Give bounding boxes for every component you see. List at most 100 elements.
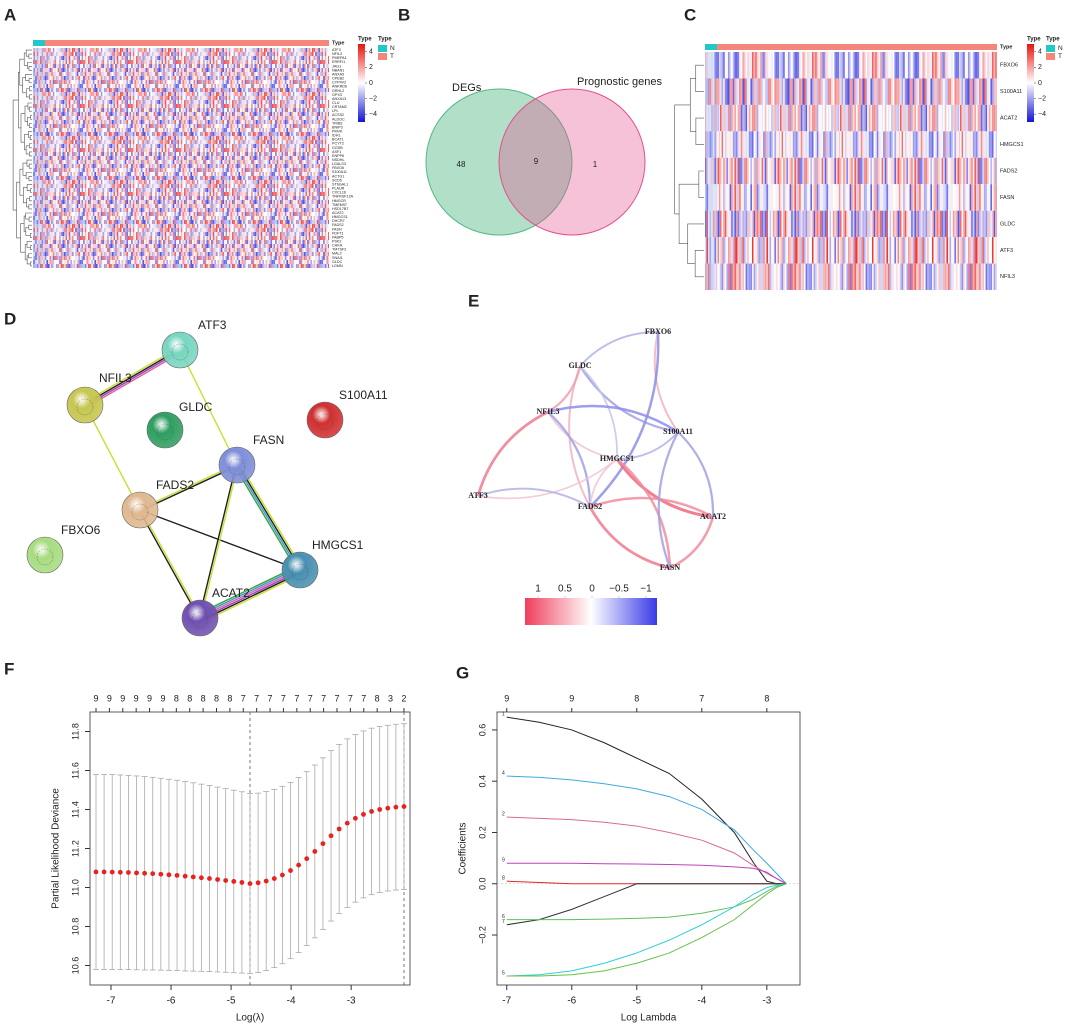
point — [288, 868, 293, 873]
top-tick-label: 7 — [281, 693, 286, 703]
gene-label: ALDOC — [332, 117, 345, 121]
gene-label: GLDC — [1000, 221, 1015, 227]
annotation-label: Type — [1000, 44, 1012, 50]
panel-label: F — [4, 659, 14, 678]
x-tick-label: -3 — [347, 996, 356, 1007]
x-tick-label: -7 — [502, 996, 511, 1007]
gene-label: NFIL3 — [332, 52, 342, 56]
dendrogram-branch — [28, 131, 32, 138]
y-tick-label: 0.4 — [477, 775, 487, 788]
y-tick-label: 10.6 — [70, 957, 80, 975]
coefficient-path — [506, 716, 787, 885]
series-label: 8 — [502, 876, 505, 882]
dendrogram-branch — [689, 78, 696, 132]
point — [312, 849, 318, 854]
colorbar-tick-label: −1 — [640, 584, 652, 595]
network-edge — [200, 465, 239, 619]
network-edge — [179, 349, 238, 466]
gene-label: FASN — [332, 227, 342, 231]
correlation-edge — [616, 431, 679, 460]
venn-count: 1 — [593, 160, 598, 169]
dendrogram-branch — [29, 94, 32, 100]
network-edge — [84, 348, 180, 405]
correlation-edge — [579, 365, 618, 460]
dendrogram-branch — [26, 241, 32, 248]
dendrogram-branch — [25, 212, 32, 220]
coefficient-path — [506, 883, 787, 921]
correlation-edge — [547, 411, 592, 508]
gene-label: HSD17B7 — [332, 207, 348, 211]
dendrogram-branch — [30, 188, 32, 193]
node-label: S100A11 — [663, 427, 693, 436]
protein-node — [121, 491, 159, 529]
dendrogram-branch — [26, 159, 32, 167]
dendrogram-branch — [27, 102, 32, 110]
node-label: GLDC — [179, 400, 213, 414]
gene-label: ACSS2 — [332, 113, 344, 117]
heatmap-body — [33, 48, 329, 268]
point — [150, 871, 156, 877]
x-axis-label: Log Lambda — [621, 1013, 677, 1024]
gene-label: GLDC — [332, 260, 343, 264]
dendrogram-branch — [695, 64, 704, 92]
gene-label: ST6GAL1 — [332, 182, 348, 186]
annotation-n — [705, 44, 717, 50]
gene-label: FADS2 — [332, 223, 344, 227]
dendrogram-branch — [27, 61, 32, 69]
node-label: NFIL3 — [99, 371, 132, 385]
legend-label: N — [1058, 45, 1063, 52]
colorbar-tick-label: 4 — [1038, 49, 1042, 56]
gene-label: SNAI1 — [332, 256, 343, 260]
y-tick-label: 0.6 — [477, 724, 487, 737]
gene-label: GGSB — [332, 146, 343, 150]
correlation-edge — [477, 487, 591, 508]
dendrogram-branch — [25, 226, 31, 236]
heatmap-row — [705, 210, 997, 238]
gene-label: LGMN — [332, 264, 343, 268]
y-tick-label: 0.2 — [477, 826, 487, 839]
top-tick-label: 8 — [174, 693, 179, 703]
correlation-edge — [547, 365, 582, 413]
annotation-t — [717, 44, 997, 50]
correlation-edge — [657, 431, 680, 569]
top-tick-label: 7 — [308, 693, 313, 703]
point — [247, 881, 253, 886]
y-tick-label: 11.0 — [70, 879, 80, 896]
gene-label: PCYT2 — [332, 142, 344, 146]
gene-label: FBXO6 — [1000, 63, 1018, 69]
top-tick-label: 8 — [201, 693, 206, 703]
point — [328, 833, 334, 839]
colorbar-title: Type — [358, 37, 372, 43]
gene-label: ATF3 — [332, 48, 341, 52]
y-tick-label: 11.8 — [70, 723, 80, 740]
y-tick-label: −0.2 — [477, 926, 487, 944]
dendrogram-branch — [23, 187, 28, 204]
dendrogram-branch — [28, 163, 32, 169]
dendrogram-branch — [26, 184, 32, 191]
gene-label: IDH1 — [332, 134, 340, 138]
annotation-n — [33, 40, 45, 46]
gene-label: TNFRSF12A — [332, 195, 354, 199]
gene-label: TMEM97 — [332, 203, 347, 207]
network-edge — [200, 571, 302, 622]
protein-node — [281, 551, 319, 589]
protein-structure — [228, 458, 246, 476]
dendrogram-branch — [20, 223, 26, 253]
series-label: 9 — [502, 858, 505, 864]
gene-label: BNIP3 — [332, 125, 343, 129]
colorbar — [358, 44, 365, 122]
node-label: FADS2 — [156, 478, 194, 492]
correlation-edge — [547, 411, 618, 460]
dendrogram-branch — [28, 216, 32, 222]
top-tick-label: 7 — [321, 693, 326, 703]
colorbar-tick-label: −4 — [369, 111, 377, 118]
network-edge — [138, 510, 200, 619]
dendrogram-branch — [695, 117, 704, 145]
gene-label: MAL2 — [332, 252, 342, 256]
gene-label: FDFT1 — [332, 231, 343, 235]
dendrogram-branch — [28, 253, 32, 259]
dendrogram-branch — [26, 88, 30, 98]
gene-label: CXCL16 — [332, 191, 346, 195]
network-edge — [84, 404, 141, 511]
